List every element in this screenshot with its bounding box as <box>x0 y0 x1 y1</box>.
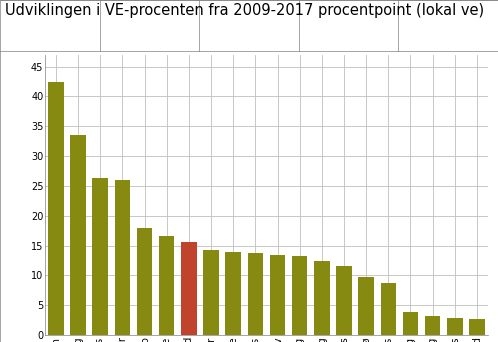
Bar <box>248 253 263 335</box>
Bar <box>115 180 130 335</box>
Bar <box>469 319 485 335</box>
Bar <box>292 256 307 335</box>
Bar <box>403 312 418 335</box>
Bar <box>181 242 197 335</box>
Bar <box>203 250 219 335</box>
Bar <box>226 252 241 335</box>
Bar <box>93 178 108 335</box>
Bar <box>359 277 374 335</box>
Text: Udviklingen i VE-procenten fra 2009-2017 procentpoint (lokal ve): Udviklingen i VE-procenten fra 2009-2017… <box>5 3 484 18</box>
Bar <box>380 282 396 335</box>
Bar <box>336 266 352 335</box>
Bar <box>70 135 86 335</box>
Bar <box>48 82 64 335</box>
Bar <box>137 228 152 335</box>
Bar <box>314 261 330 335</box>
Bar <box>270 255 285 335</box>
Bar <box>159 236 174 335</box>
Bar <box>425 316 440 335</box>
Bar <box>447 318 463 335</box>
